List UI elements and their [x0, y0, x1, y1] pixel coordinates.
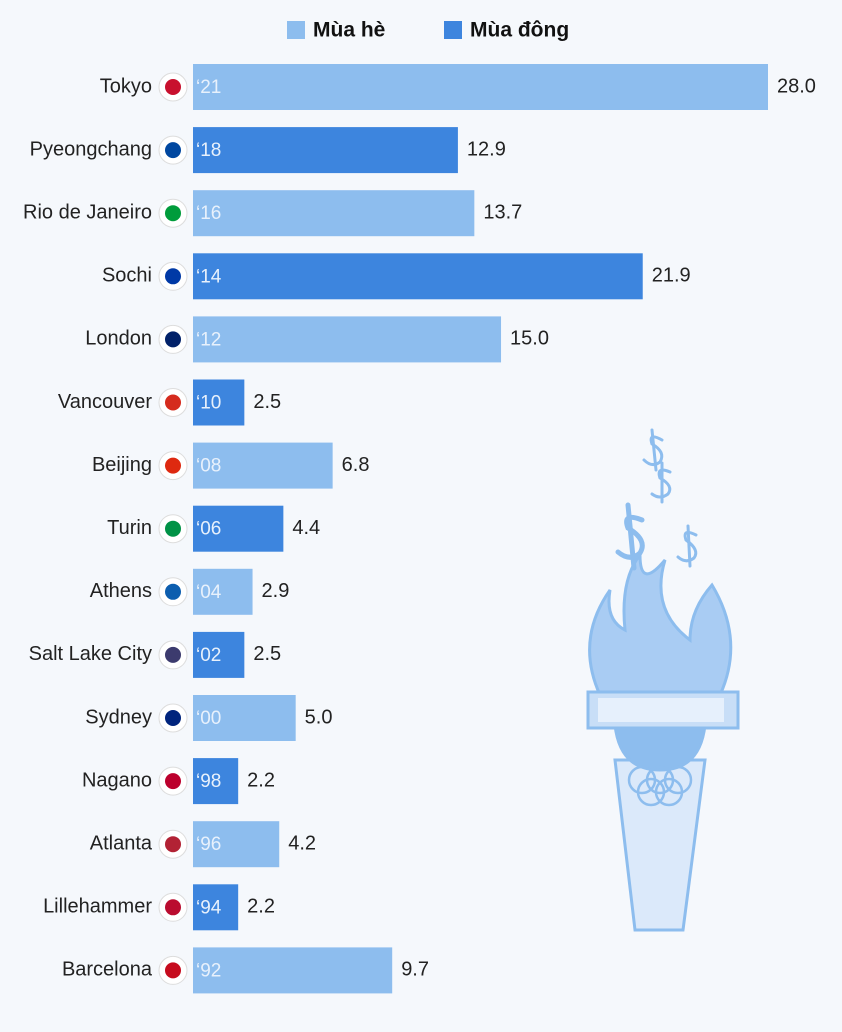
city-label: Pyeongchang [30, 138, 152, 160]
bar [193, 316, 502, 363]
value-label: 12.9 [467, 138, 506, 160]
torch-illustration [586, 428, 740, 932]
value-label: 2.9 [262, 580, 290, 602]
city-label: Nagano [82, 769, 152, 791]
legend-label: Mùa hè [313, 19, 385, 42]
flag-icon [165, 457, 181, 474]
year-label: ‘21 [196, 77, 221, 98]
value-label: 28.0 [777, 75, 816, 97]
city-label: Barcelona [62, 959, 153, 981]
flag-icon [165, 142, 181, 159]
city-label: Lillehammer [43, 896, 152, 918]
flag-icon [165, 394, 181, 411]
year-label: ‘14 [196, 266, 222, 287]
value-label: 9.7 [401, 959, 429, 981]
year-label: ‘92 [196, 960, 221, 981]
flag-icon [165, 646, 181, 663]
value-label: 4.4 [292, 517, 320, 539]
city-label: Sydney [85, 706, 152, 728]
city-label: Tokyo [100, 75, 152, 97]
value-label: 4.2 [288, 832, 316, 854]
year-label: ‘98 [196, 771, 221, 792]
bar [193, 631, 245, 678]
year-label: ‘08 [196, 456, 221, 477]
year-label: ‘12 [196, 329, 221, 350]
flag-icon [165, 710, 181, 726]
value-label: 2.2 [247, 769, 275, 791]
year-label: ‘96 [196, 834, 221, 855]
city-label: Sochi [102, 265, 152, 287]
year-label: ‘10 [196, 393, 221, 414]
bar [193, 821, 280, 868]
legend-swatch [444, 21, 462, 39]
bar [193, 442, 333, 489]
year-label: ‘04 [196, 582, 222, 603]
value-label: 5.0 [305, 706, 333, 728]
city-label: Athens [90, 580, 152, 602]
bar [193, 947, 393, 994]
legend-label: Mùa đông [470, 19, 569, 42]
value-label: 2.2 [247, 896, 275, 918]
year-label: ‘06 [196, 519, 221, 540]
city-label: Atlanta [90, 832, 153, 854]
bar [193, 64, 768, 110]
value-label: 15.0 [510, 328, 549, 350]
city-label: London [85, 328, 152, 350]
value-label: 2.5 [253, 391, 281, 413]
flag-icon [165, 773, 181, 790]
bar [193, 253, 643, 300]
value-label: 6.8 [342, 454, 370, 476]
year-label: ‘18 [196, 140, 221, 161]
flag-icon [165, 268, 181, 285]
value-label: 13.7 [483, 201, 522, 223]
flag-icon [165, 79, 181, 95]
year-label: ‘94 [196, 897, 222, 918]
year-label: ‘02 [196, 645, 221, 666]
year-label: ‘16 [196, 203, 221, 224]
flag-icon [165, 205, 181, 222]
flag-icon [165, 836, 181, 853]
city-label: Turin [107, 517, 152, 539]
value-label: 21.9 [652, 265, 691, 287]
flag-icon [165, 583, 181, 600]
bar [193, 568, 253, 615]
value-label: 2.5 [253, 643, 281, 665]
flag-icon [165, 962, 181, 979]
city-label: Vancouver [58, 391, 152, 413]
flag-icon [165, 331, 181, 348]
year-label: ‘00 [196, 708, 221, 729]
bar [193, 884, 239, 931]
city-label: Rio de Janeiro [23, 201, 152, 223]
flag-icon [165, 899, 181, 916]
legend-swatch [287, 21, 305, 39]
flag-icon [165, 520, 181, 537]
bar [193, 379, 245, 426]
city-label: Beijing [92, 454, 152, 476]
bar [193, 505, 284, 552]
bar [193, 758, 239, 805]
city-label: Salt Lake City [29, 643, 152, 665]
bar [193, 190, 475, 237]
bar [193, 695, 296, 741]
bar [193, 127, 458, 174]
